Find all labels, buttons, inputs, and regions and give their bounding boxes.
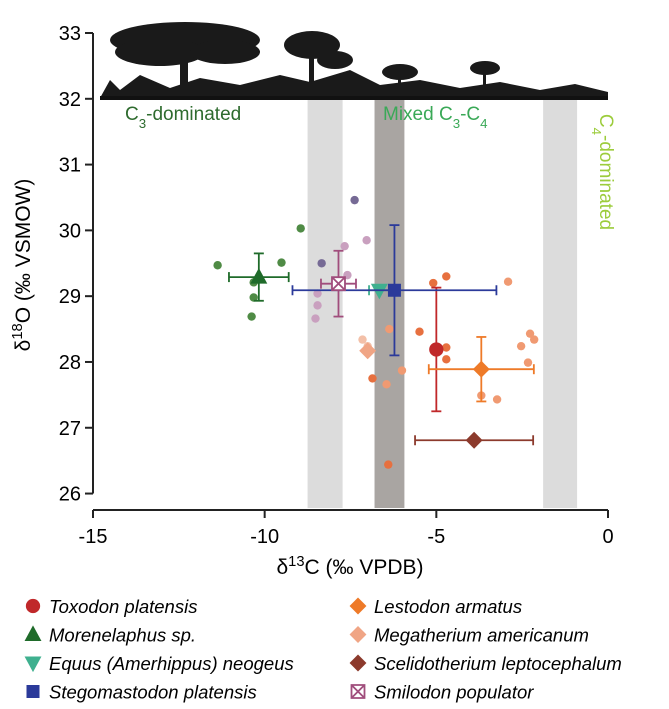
sample-point	[340, 241, 349, 251]
sample-point	[317, 259, 326, 268]
sample-point	[529, 335, 539, 344]
marker	[349, 626, 367, 643]
text-part: O (‰ VSMOW)	[12, 179, 35, 324]
legend-label: Megatherium americanum	[374, 625, 589, 646]
text-part: Mixed C	[383, 104, 453, 125]
y-tick-label: 32	[59, 89, 81, 111]
text-part: C	[595, 114, 616, 128]
vegetation-band	[307, 98, 343, 508]
sample-point	[442, 272, 451, 281]
text-part: -C	[460, 104, 480, 125]
y-tick-label: 30	[59, 220, 81, 242]
tree-silhouette	[100, 22, 608, 98]
legend-label: Scelidotherium leptocephalum	[374, 653, 622, 674]
marker	[350, 684, 366, 699]
sample-point	[213, 261, 222, 270]
sample-point	[503, 277, 513, 286]
legend-label: Lestodon armatus	[374, 596, 522, 617]
marker	[250, 267, 268, 284]
y-tick-label: 29	[59, 286, 81, 308]
x-tick-label: -10	[250, 526, 279, 548]
legend-entry: Morenelaphus sp.	[24, 625, 196, 646]
text-part: 4	[480, 116, 487, 131]
text-part: -dominated	[146, 104, 241, 125]
marker	[24, 625, 42, 641]
vegetation-band	[543, 98, 578, 508]
y-tick-label: 28	[59, 352, 81, 374]
marker	[387, 283, 401, 297]
text-part: -dominated	[595, 135, 616, 230]
sample-point	[249, 293, 258, 302]
marker	[370, 283, 388, 300]
sample-point	[382, 380, 391, 389]
sample-point	[311, 314, 320, 323]
region-label: C3-dominated	[125, 104, 241, 131]
legend-entry: Megatherium americanum	[349, 625, 589, 646]
x-tick-label: 0	[602, 526, 613, 548]
marker	[26, 685, 40, 698]
marker	[349, 597, 367, 615]
legend-entry: Scelidotherium leptocephalum	[349, 653, 622, 674]
sample-point	[429, 278, 438, 288]
y-tick-label: 27	[59, 418, 81, 440]
text-part: 13	[288, 554, 304, 570]
marker	[465, 431, 483, 449]
sample-point	[313, 301, 322, 310]
legend-entry: Lestodon armatus	[349, 596, 522, 617]
y-tick-label: 31	[59, 155, 81, 177]
sample-point	[523, 358, 533, 367]
sample-point	[415, 327, 424, 336]
sample-point	[525, 329, 535, 338]
sample-point	[247, 312, 256, 321]
sample-point	[277, 258, 286, 267]
sample-point	[362, 236, 371, 245]
marker	[25, 598, 41, 614]
region-label: C4-dominated	[590, 114, 617, 230]
y-axis-label: δ18O (‰ VSMOW)	[10, 179, 35, 352]
marker	[24, 656, 42, 673]
legend-entry: Smilodon populator	[350, 682, 534, 703]
text-part: 18	[10, 323, 26, 339]
sample-point	[492, 395, 502, 404]
region-label: Mixed C3-C4	[383, 104, 488, 131]
sample-point	[358, 335, 367, 344]
legend-entry: Stegomastodon platensis	[26, 682, 257, 703]
text-part: δ	[12, 340, 35, 352]
text-part: 3	[139, 116, 146, 131]
sample-point	[296, 224, 305, 233]
y-tick-label: 26	[59, 484, 81, 506]
y-tick-label: 33	[59, 23, 81, 45]
sample-point	[313, 289, 322, 298]
x-tick-label: -5	[427, 526, 445, 548]
sample-point	[442, 343, 451, 352]
vegetation-band	[374, 98, 405, 508]
marker	[429, 342, 444, 357]
legend-label: Smilodon populator	[374, 682, 534, 703]
text-part: 3	[453, 116, 460, 131]
sample-point	[384, 460, 393, 469]
x-axis-label: δ13C (‰ VPDB)	[276, 554, 423, 579]
marker	[331, 276, 346, 292]
legend-label: Toxodon platensis	[49, 596, 197, 617]
sample-point	[385, 324, 394, 334]
sample-point	[397, 366, 407, 375]
legend-entry: Toxodon platensis	[25, 596, 197, 617]
sample-point	[442, 355, 451, 364]
legend-label: Morenelaphus sp.	[49, 625, 196, 646]
legend-label: Equus (Amerhippus) neogeus	[49, 653, 294, 674]
sample-point	[368, 374, 377, 383]
text-part: 4	[590, 128, 605, 135]
sample-point	[516, 341, 526, 351]
text-part: C (‰ VPDB)	[305, 556, 424, 579]
legend-entry: Equus (Amerhippus) neogeus	[24, 653, 294, 674]
marker	[359, 342, 377, 360]
marker	[472, 360, 490, 378]
legend-label: Stegomastodon platensis	[49, 682, 257, 703]
x-tick-label: -15	[79, 526, 108, 548]
marker	[349, 654, 367, 672]
sample-point	[350, 195, 359, 205]
text-part: δ	[276, 556, 288, 579]
text-part: C	[125, 104, 139, 125]
